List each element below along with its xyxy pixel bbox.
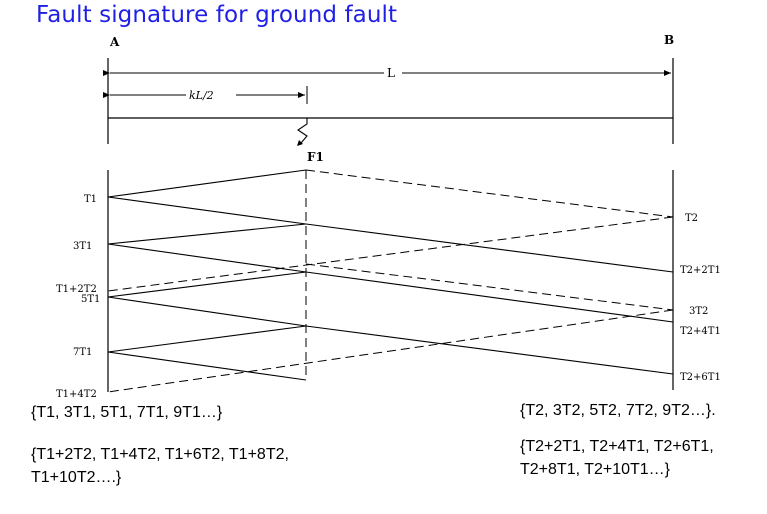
right-time-label: T2 — [685, 213, 698, 224]
transmitted-path — [305, 223, 674, 273]
left-time-label: T1 — [84, 194, 97, 205]
dashed-path — [305, 263, 674, 311]
page-title: Fault signature for ground fault — [36, 2, 398, 28]
left-reflections — [107, 169, 307, 381]
fault-arrowhead-icon — [297, 140, 303, 146]
left-reflection-path — [107, 243, 307, 273]
dashed-path — [107, 309, 674, 393]
right-reflections-dashed — [107, 169, 674, 393]
fault-symbol-icon — [297, 118, 308, 144]
right-time-label: T2+4T1 — [680, 326, 721, 337]
left-time-label: 3T1 — [73, 241, 92, 252]
right-secondary-sequence-line1: {T2+2T1, T2+4T1, T2+6T1, — [520, 438, 714, 455]
fault-distance-label: kL/2 — [189, 89, 214, 102]
left-reflection-path — [107, 325, 307, 353]
dashed-path — [305, 169, 674, 218]
right-time-label: 3T2 — [689, 306, 708, 317]
left-secondary-sequence-line2: T1+10T2….} — [31, 469, 122, 486]
right-primary-sequence: {T2, 3T2, 5T2, 7T2, 9T2…}. — [520, 402, 716, 419]
left-reflection-path — [107, 271, 307, 298]
fault-label: F1 — [307, 150, 324, 164]
left-primary-sequence: {T1, 3T1, 5T1, 7T1, 9T1…} — [31, 404, 223, 421]
left-reflection-path — [107, 169, 307, 198]
left-secondary-sequence-line1: {T1+2T2, T1+4T2, T1+6T2, T1+8T2, — [31, 446, 289, 463]
transmitted-path — [305, 271, 674, 323]
left-reflection-path — [107, 296, 307, 327]
right-time-label: T2+2T1 — [680, 265, 721, 276]
left-time-label: T1+2T2 — [56, 284, 97, 295]
left-reflection-path — [107, 223, 307, 245]
left-time-label: 7T1 — [73, 347, 92, 358]
left-time-label: T1+4T2 — [56, 389, 97, 400]
transmitted-path — [305, 325, 674, 375]
dashed-path — [107, 216, 674, 292]
length-label: L — [387, 66, 395, 80]
endpoint-a-label: A — [109, 35, 120, 49]
left-time-label: 5T1 — [81, 294, 100, 305]
left-reflection-path — [107, 196, 307, 225]
right-transmissions-solid — [305, 223, 674, 375]
right-secondary-sequence-line2: T2+8T1, T2+10T1…} — [520, 461, 671, 478]
endpoint-b-label: B — [664, 33, 674, 47]
right-time-label: T2+6T1 — [680, 372, 721, 383]
left-reflection-path — [107, 351, 307, 381]
